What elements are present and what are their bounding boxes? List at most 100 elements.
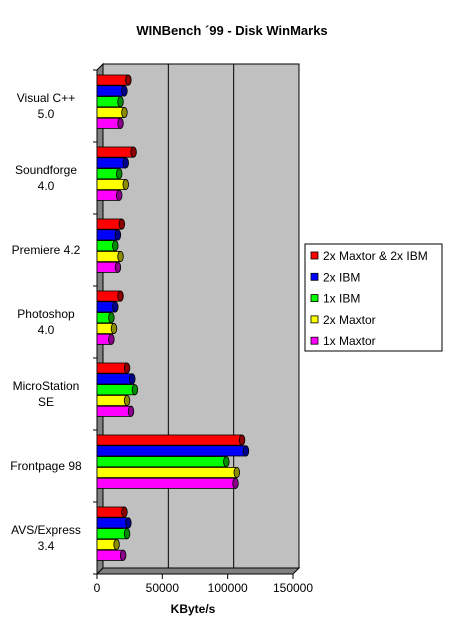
legend-swatch xyxy=(310,251,319,260)
bar xyxy=(96,96,124,108)
plot-back-wall xyxy=(102,63,300,569)
legend: 2x Maxtor & 2x IBM 2x IBM 1x IBM 2x Maxtor 1… xyxy=(304,243,443,352)
bar xyxy=(96,250,124,262)
bar-cap xyxy=(123,362,131,374)
legend-label: 2x IBM xyxy=(323,270,360,284)
legend-label: 2x Maxtor & 2x IBM xyxy=(323,249,428,263)
bar xyxy=(96,107,128,119)
bar-body xyxy=(96,373,133,385)
x-axis-title: KByte/s xyxy=(171,602,216,616)
bar-body xyxy=(96,477,236,489)
legend-swatch xyxy=(310,315,319,324)
bar-body xyxy=(96,528,128,540)
bar xyxy=(96,362,131,374)
bar-body xyxy=(96,384,136,396)
category-label: Visual C++ xyxy=(17,91,75,105)
bar xyxy=(96,384,139,396)
bar-cap xyxy=(108,333,115,345)
category-label: 4.0 xyxy=(38,179,55,193)
bar-cap xyxy=(122,157,129,169)
bar-cap xyxy=(125,74,132,86)
bar-cap xyxy=(122,178,129,190)
bar-cap xyxy=(121,107,128,119)
bar-cap xyxy=(238,434,246,446)
bar xyxy=(96,189,123,201)
bar xyxy=(96,290,124,302)
bars xyxy=(96,74,250,561)
bar-cap xyxy=(121,85,128,97)
bar-body xyxy=(96,74,129,86)
bar-cap xyxy=(123,528,131,540)
x-tick-label: 150000 xyxy=(273,581,313,595)
bar-cap xyxy=(233,466,241,478)
bar-cap xyxy=(114,261,122,273)
bar-cap xyxy=(117,96,124,108)
bar-body xyxy=(96,506,125,518)
bar xyxy=(96,157,129,169)
bar xyxy=(96,373,136,385)
bar-cap xyxy=(223,456,230,468)
bar-cap xyxy=(116,189,123,201)
bar xyxy=(96,506,128,518)
bar-body xyxy=(96,445,247,457)
bar xyxy=(96,434,246,446)
bar-body xyxy=(96,157,127,169)
bar-body xyxy=(96,85,125,97)
bar-cap xyxy=(242,445,250,457)
x-tick-label: 100000 xyxy=(208,581,248,595)
bar-body xyxy=(96,405,132,417)
category-label: 4.0 xyxy=(38,323,55,337)
bar-cap xyxy=(112,301,119,313)
bar xyxy=(96,477,239,489)
bar-cap xyxy=(123,394,131,406)
bar-cap xyxy=(110,322,118,334)
x-tick-label: 0 xyxy=(94,581,101,595)
bar xyxy=(96,466,241,478)
bar-cap xyxy=(112,240,119,252)
bar-cap xyxy=(114,229,122,241)
category-labels: Visual C++ 5.0 Soundforge 4.0 Premiere 4.2 Ph… xyxy=(10,69,97,575)
bar xyxy=(96,549,127,561)
category-label: Premiere 4.2 xyxy=(12,243,81,257)
bar-body xyxy=(96,107,125,119)
bar-body xyxy=(96,456,227,468)
bar-cap xyxy=(113,539,120,551)
x-tick-label: 50000 xyxy=(146,581,180,595)
bar-body xyxy=(96,146,134,158)
bar-body xyxy=(96,96,121,108)
bar-body xyxy=(96,178,127,190)
bar-body xyxy=(96,290,121,302)
category-label: 3.4 xyxy=(38,539,55,553)
bar xyxy=(96,117,124,129)
plot-area xyxy=(95,62,301,576)
category-label: Soundforge xyxy=(15,163,77,177)
bar-cap xyxy=(121,506,128,518)
bar-body xyxy=(96,549,124,561)
bar xyxy=(96,322,118,334)
bar-cap xyxy=(117,117,124,129)
bar xyxy=(96,301,119,313)
bar-cap xyxy=(117,250,124,262)
bar-cap xyxy=(130,146,137,158)
bar xyxy=(96,528,131,540)
x-tick-labels: 0 50000 100000 150000 xyxy=(94,574,313,595)
chart-title: WINBench ´99 - Disk WinMarks xyxy=(136,23,327,38)
category-label: Photoshop xyxy=(17,307,75,321)
bar xyxy=(96,240,119,252)
bar-body xyxy=(96,517,129,529)
category-label: Frontpage 98 xyxy=(10,459,82,473)
bar-body xyxy=(96,434,243,446)
bar xyxy=(96,168,123,180)
category-label: SE xyxy=(38,395,54,409)
bar xyxy=(96,539,120,551)
bar-body xyxy=(96,117,121,129)
bar xyxy=(96,178,129,190)
category-label: 5.0 xyxy=(38,107,55,121)
bar xyxy=(96,445,250,457)
bar-body xyxy=(96,394,128,406)
bar xyxy=(96,456,230,468)
legend-label: 1x IBM xyxy=(323,292,360,306)
bar xyxy=(96,218,126,230)
bar xyxy=(96,394,131,406)
